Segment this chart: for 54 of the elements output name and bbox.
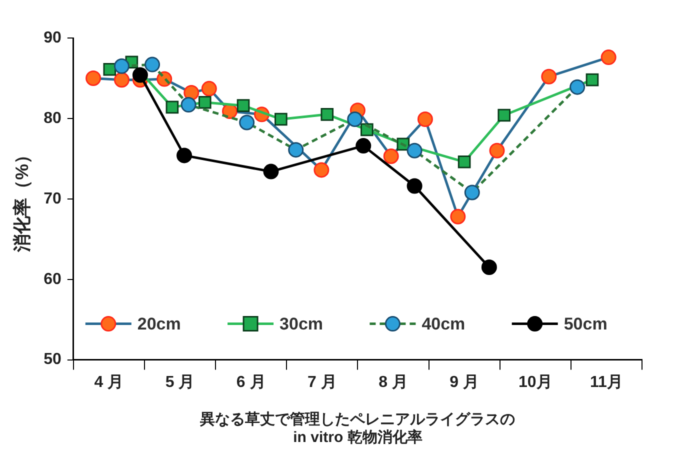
legend-label: 50cm — [564, 314, 608, 334]
point — [570, 79, 586, 95]
point — [263, 164, 279, 180]
legend-label: 30cm — [280, 314, 324, 334]
x-axis-title: 異なる草丈で管理したペレニアルライグラスの in vitro 乾物消化率 — [199, 411, 516, 446]
point — [198, 96, 212, 109]
x-tick-label: 6 月 — [236, 374, 266, 391]
point — [201, 80, 217, 96]
point — [481, 260, 497, 276]
x-tick-label: 8 月 — [378, 374, 408, 391]
point — [236, 99, 250, 112]
point — [406, 142, 422, 158]
x-tick-label: 5 月 — [165, 374, 195, 391]
y-tick-label: 90 — [44, 29, 62, 46]
point — [356, 138, 372, 154]
point — [184, 84, 200, 100]
point — [314, 162, 330, 178]
point — [114, 72, 130, 88]
point — [176, 148, 192, 164]
point — [458, 155, 471, 168]
x-tick-label: 7 月 — [307, 374, 337, 391]
point — [406, 178, 422, 194]
point — [586, 73, 599, 86]
x-tick-label: 10月 — [518, 374, 552, 391]
x-tick-label: 11月 — [590, 374, 623, 391]
point — [103, 62, 116, 76]
point — [144, 56, 160, 72]
point — [347, 112, 363, 128]
point — [239, 114, 255, 130]
x-tick-label: 9 月 — [450, 374, 479, 391]
point — [541, 68, 557, 84]
point — [86, 70, 102, 86]
point — [114, 58, 130, 74]
point — [417, 112, 433, 128]
y-tick-label: 60 — [44, 270, 62, 288]
point — [274, 112, 288, 126]
x-tick-label: 4 月 — [94, 374, 124, 391]
point — [450, 208, 466, 224]
point — [132, 67, 148, 83]
y-axis-title: 消化率（%） — [12, 146, 32, 253]
legend-label: 40cm — [422, 314, 466, 334]
y-tick-label: 50 — [44, 351, 62, 368]
point — [288, 142, 304, 158]
point — [498, 108, 511, 122]
point — [166, 100, 179, 114]
point — [464, 184, 480, 200]
point — [180, 97, 196, 113]
legend-label: 20cm — [137, 314, 181, 334]
point — [383, 148, 399, 164]
y-tick-label: 80 — [44, 110, 62, 127]
point — [600, 50, 616, 66]
point — [489, 142, 505, 158]
point — [320, 108, 334, 121]
y-tick-label: 70 — [44, 190, 62, 208]
